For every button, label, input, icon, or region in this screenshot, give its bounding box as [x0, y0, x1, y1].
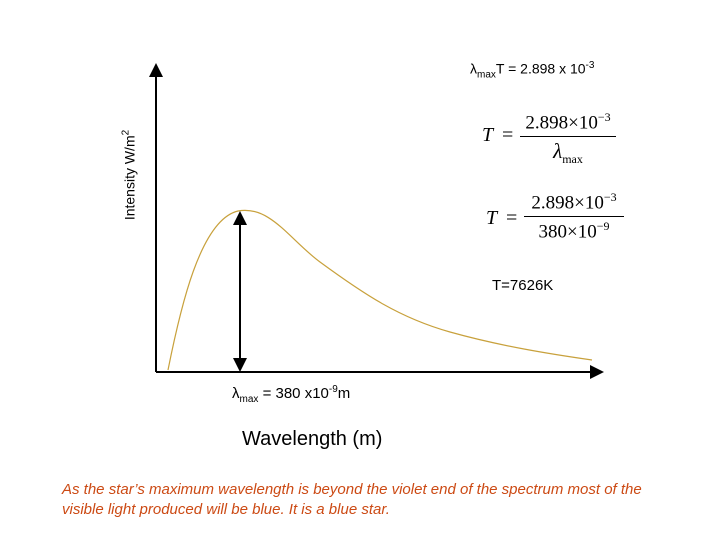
eq2-fraction: 2.898×10−3 380×10−9	[524, 190, 624, 244]
eq2-equals: =	[506, 207, 518, 229]
wien-law-label: λmaxT = 2.898 x 10-3	[470, 60, 594, 80]
eq1-numerator: 2.898×10−3	[520, 110, 616, 134]
eq1-equals: =	[502, 124, 514, 146]
eq1-den-sub: max	[562, 152, 583, 167]
lambda-max-unit: m	[337, 385, 351, 402]
eq2-numerator: 2.898×10−3	[524, 190, 624, 214]
wien-exp: -3	[585, 60, 595, 71]
lambda-max-symbol: λ	[232, 385, 240, 402]
wien-rest: T = 2.898 x 10	[495, 60, 586, 77]
eq1-num-text: 2.898×10	[525, 112, 598, 134]
intensity-curve	[167, 209, 593, 371]
eq1-lhs: T	[482, 124, 494, 146]
lambda-max-exp: -9	[328, 384, 338, 395]
lambda-max-label: λmax = 380 x10-9m	[232, 384, 350, 405]
x-axis-label: Wavelength (m)	[242, 428, 383, 450]
temperature-result: T=7626K	[492, 277, 554, 294]
wien-lambda: λ	[470, 60, 477, 77]
eq1-num-exp: −3	[597, 110, 611, 124]
eq2-num-exp: −3	[603, 190, 617, 204]
conclusion-text: As the star’s maximum wavelength is beyo…	[62, 481, 642, 518]
eq2-den-text: 380×10	[538, 221, 597, 243]
eq1-fraction: 2.898×10−3 λmax	[520, 110, 616, 168]
lambda-max-value: = 380 x10	[258, 385, 329, 402]
eq1-fraction-bar	[520, 136, 616, 138]
lambda-max-sub: max	[239, 394, 259, 405]
equation-general: T = 2.898×10−3 λmax	[470, 110, 640, 170]
eq2-num-text: 2.898×10	[531, 192, 604, 214]
eq1-den-symbol: λ	[553, 139, 563, 164]
y-axis-exp: 2	[120, 129, 132, 136]
y-axis-label: Intensity W/m2	[121, 130, 138, 220]
eq1-denominator: λmax	[520, 139, 616, 167]
y-axis-text: Intensity W/m	[121, 135, 138, 221]
eq2-denominator: 380×10−9	[524, 219, 624, 243]
eq2-fraction-bar	[524, 216, 624, 218]
wien-sub: max	[477, 69, 496, 81]
equation-substituted: T = 2.898×10−3 380×10−9	[470, 190, 640, 250]
eq2-den-exp: −9	[596, 219, 610, 234]
eq2-lhs: T	[486, 207, 498, 229]
